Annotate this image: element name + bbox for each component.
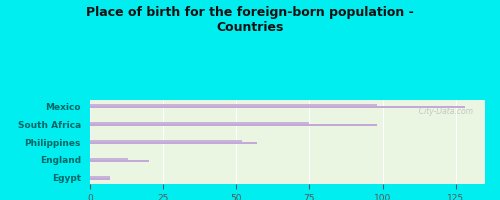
Bar [90, 124, 376, 126]
Bar [90, 176, 110, 178]
Bar [90, 178, 110, 180]
Bar [90, 104, 376, 106]
Bar [90, 122, 310, 124]
Bar [90, 158, 128, 160]
Text: City-Data.com: City-Data.com [414, 107, 473, 116]
Bar [90, 160, 148, 162]
Text: Place of birth for the foreign-born population -
Countries: Place of birth for the foreign-born popu… [86, 6, 414, 34]
Bar [90, 140, 242, 142]
Bar [90, 142, 257, 144]
Bar [90, 106, 465, 108]
